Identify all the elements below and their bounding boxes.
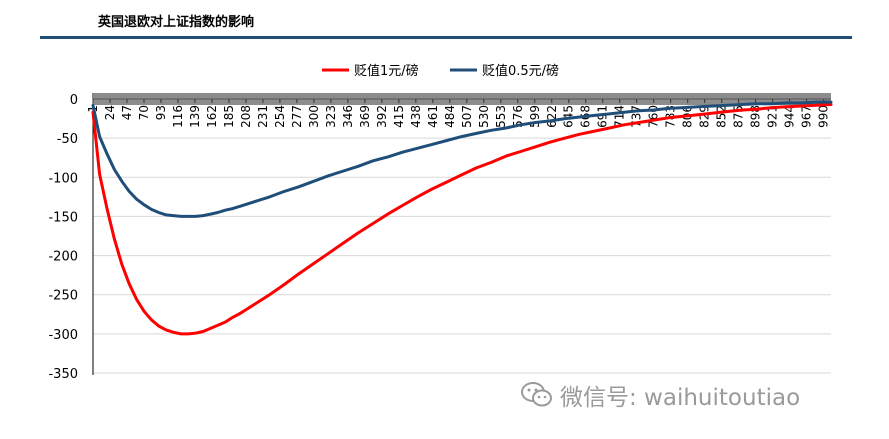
legend-label: 贬值0.5元/磅 [482,63,559,79]
x-tick-label: 553 [494,105,508,128]
x-tick-label: 622 [545,105,559,128]
x-tick-label: 47 [120,105,134,120]
y-tick-label: -150 [48,210,78,225]
y-tick-label: -100 [48,171,78,186]
x-tick-label: 369 [358,105,372,128]
x-tick-label: 300 [307,105,321,128]
x-tick-label: 185 [222,105,236,128]
watermark: 微信号: waihuitoutiao [520,378,800,412]
y-tick-label: -350 [48,367,78,382]
x-tick-label: 829 [698,105,712,128]
series-line-2 [91,100,833,218]
x-tick-label: 438 [409,105,423,128]
x-tick-label: 990 [817,105,831,128]
x-tick-label: 484 [443,105,457,128]
y-axis: 0 -50 -100 -150 -200 -250 -300 -350 [48,93,78,382]
x-tick-label: 944 [783,105,797,128]
x-tick-label: 691 [596,105,610,128]
x-tick-label: 139 [188,105,202,128]
x-tick-label: 346 [341,105,355,128]
x-tick-label: 967 [800,105,814,128]
x-tick-label: 323 [324,105,338,128]
x-tick-label: 116 [171,105,185,128]
x-tick-label: 415 [392,105,406,128]
legend-label: 贬值1元/磅 [354,63,419,79]
title-rule [40,36,852,39]
wechat-icon [521,382,552,407]
x-tick-label: 392 [375,105,389,128]
x-tick-label: 208 [239,105,253,128]
series-line-1 [91,103,833,336]
page-title: 英国退欧对上证指数的影响 [98,15,255,30]
y-tick-label: -300 [48,328,78,343]
x-tick-label: 507 [460,105,474,128]
x-tick-label: 231 [256,105,270,128]
x-tick-label: 162 [205,105,219,128]
y-tick-label: 0 [70,93,78,108]
y-tick-label: -50 [57,132,78,147]
x-tick-label: 576 [511,105,525,128]
x-tick-label: 254 [273,105,287,128]
x-tick-label: 93 [154,105,168,120]
x-tick-label: 714 [613,105,627,128]
chart-gridlines [92,93,831,375]
y-tick-label: -200 [48,250,78,265]
watermark-text: 微信号: waihuitoutiao [560,385,801,411]
x-tick-label: 852 [715,105,729,128]
x-tick-label: 70 [137,105,151,120]
x-tick-label: 645 [562,105,576,128]
x-tick-label: 461 [426,105,440,128]
y-tick-label: -250 [48,289,78,304]
x-axis: 1 24 47 70 93 116 139 162 185 208 231 254 277 300 323 3… [86,93,831,128]
x-tick-label: 277 [290,105,304,128]
chart-series [91,100,833,336]
x-tick-label: 24 [103,105,117,120]
x-tick-label: 921 [766,105,780,128]
chart-legend: 贬值1元/磅 贬值0.5元/磅 [322,63,559,79]
x-tick-label: 530 [477,105,491,128]
